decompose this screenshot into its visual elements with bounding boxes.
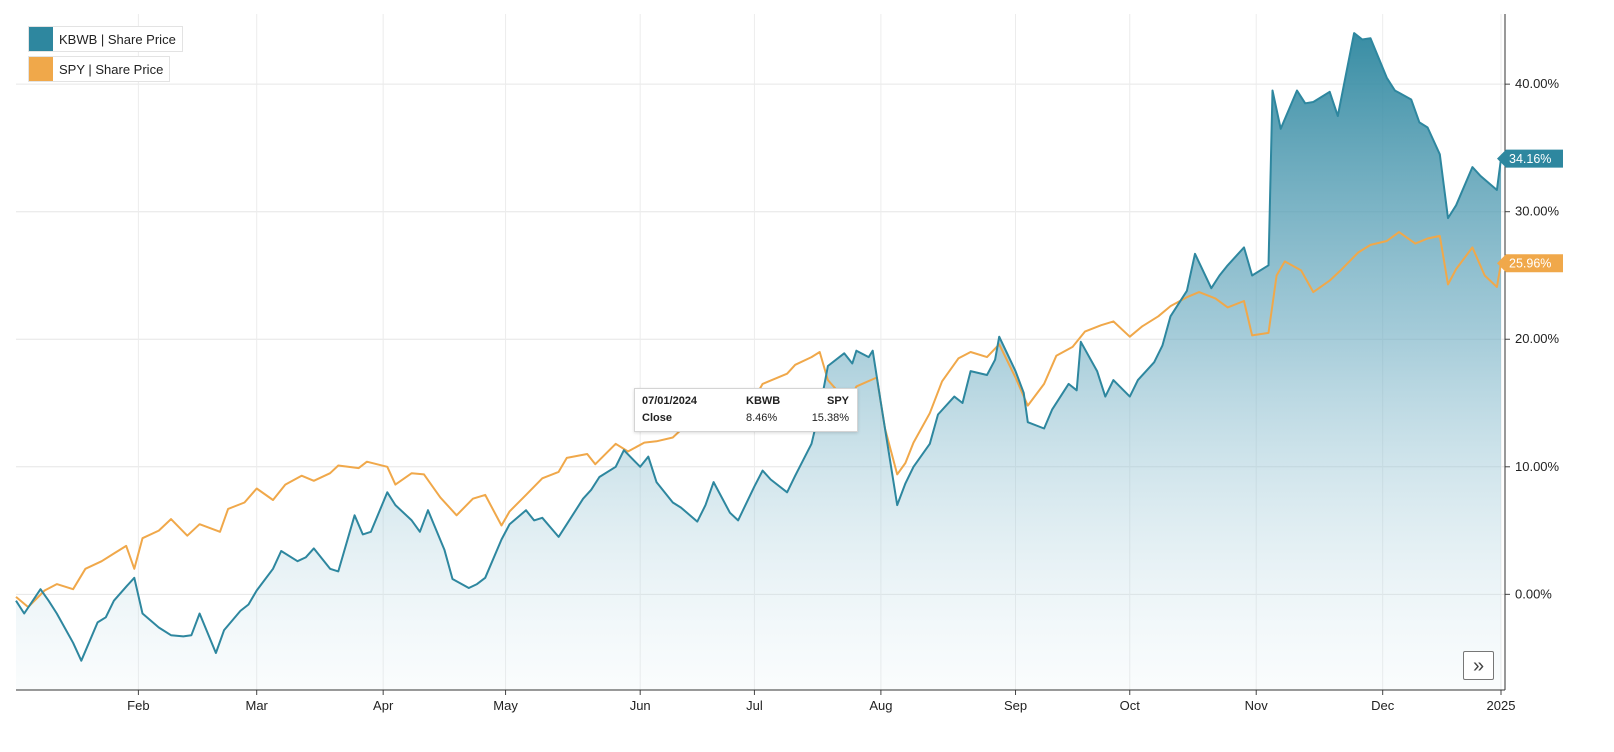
end-label-spy: 25.96% bbox=[1509, 257, 1551, 271]
end-label-kbwb: 34.16% bbox=[1509, 152, 1551, 166]
series-lines bbox=[15, 32, 1502, 662]
x-tick-label: 2025 bbox=[1487, 698, 1516, 713]
y-tick-label: 10.00% bbox=[1515, 459, 1560, 474]
tooltip-row-label: Close bbox=[642, 412, 672, 424]
kbwb-area-fill bbox=[16, 33, 1501, 691]
spy-line bbox=[15, 231, 1502, 609]
x-tick-label: Dec bbox=[1371, 698, 1395, 713]
x-tick-label: Aug bbox=[869, 698, 892, 713]
end-label-kbwb-flag bbox=[1497, 149, 1563, 168]
legend-item-spy[interactable]: SPY | Share Price bbox=[28, 56, 171, 82]
x-tick-label: Jun bbox=[630, 698, 651, 713]
y-tick-label: 40.00% bbox=[1515, 76, 1560, 91]
double-chevron-right-icon: » bbox=[1472, 654, 1485, 677]
hover-tooltip: 07/01/2024 KBWB SPY Close 8.46% 15.38% bbox=[634, 388, 858, 432]
x-tick-label: Mar bbox=[246, 698, 269, 713]
legend-item-kbwb[interactable]: KBWB | Share Price bbox=[28, 26, 183, 52]
tooltip-value-kbwb: 8.46% bbox=[746, 412, 778, 424]
tooltip-value-spy: 15.38% bbox=[811, 412, 849, 424]
x-tick-label: Oct bbox=[1120, 698, 1141, 713]
x-tick-label: May bbox=[493, 698, 518, 713]
axes: 0.00% 10.00% 20.00% 30.00% 40.00% Feb Mar Apr Ma… bbox=[16, 14, 1560, 713]
x-tick-label: Feb bbox=[127, 698, 149, 713]
y-tick-label: 20.00% bbox=[1515, 331, 1560, 346]
legend-swatch-spy bbox=[29, 57, 53, 81]
x-tick-label: Sep bbox=[1004, 698, 1027, 713]
legend: KBWB | Share Price SPY | Share Price bbox=[28, 26, 183, 82]
expand-button[interactable]: » bbox=[1463, 651, 1494, 680]
y-tick-label: 30.00% bbox=[1515, 204, 1560, 219]
legend-label-spy: SPY | Share Price bbox=[59, 61, 164, 77]
end-label-spy-flag bbox=[1497, 254, 1563, 273]
kbwb-area bbox=[16, 33, 1501, 691]
y-tick-label: 0.00% bbox=[1515, 586, 1552, 601]
tooltip-header-kbwb: KBWB bbox=[746, 395, 781, 407]
end-value-labels: 34.16% 25.96% bbox=[1497, 149, 1563, 273]
kbwb-line bbox=[15, 32, 1502, 662]
tooltip-date: 07/01/2024 bbox=[642, 395, 698, 407]
x-tick-label: Jul bbox=[746, 698, 763, 713]
x-tick-label: Apr bbox=[373, 698, 394, 713]
legend-swatch-kbwb bbox=[29, 27, 53, 51]
x-tick-label: Nov bbox=[1245, 698, 1269, 713]
legend-label-kbwb: KBWB | Share Price bbox=[59, 31, 176, 47]
tooltip-header-spy: SPY bbox=[826, 395, 849, 407]
